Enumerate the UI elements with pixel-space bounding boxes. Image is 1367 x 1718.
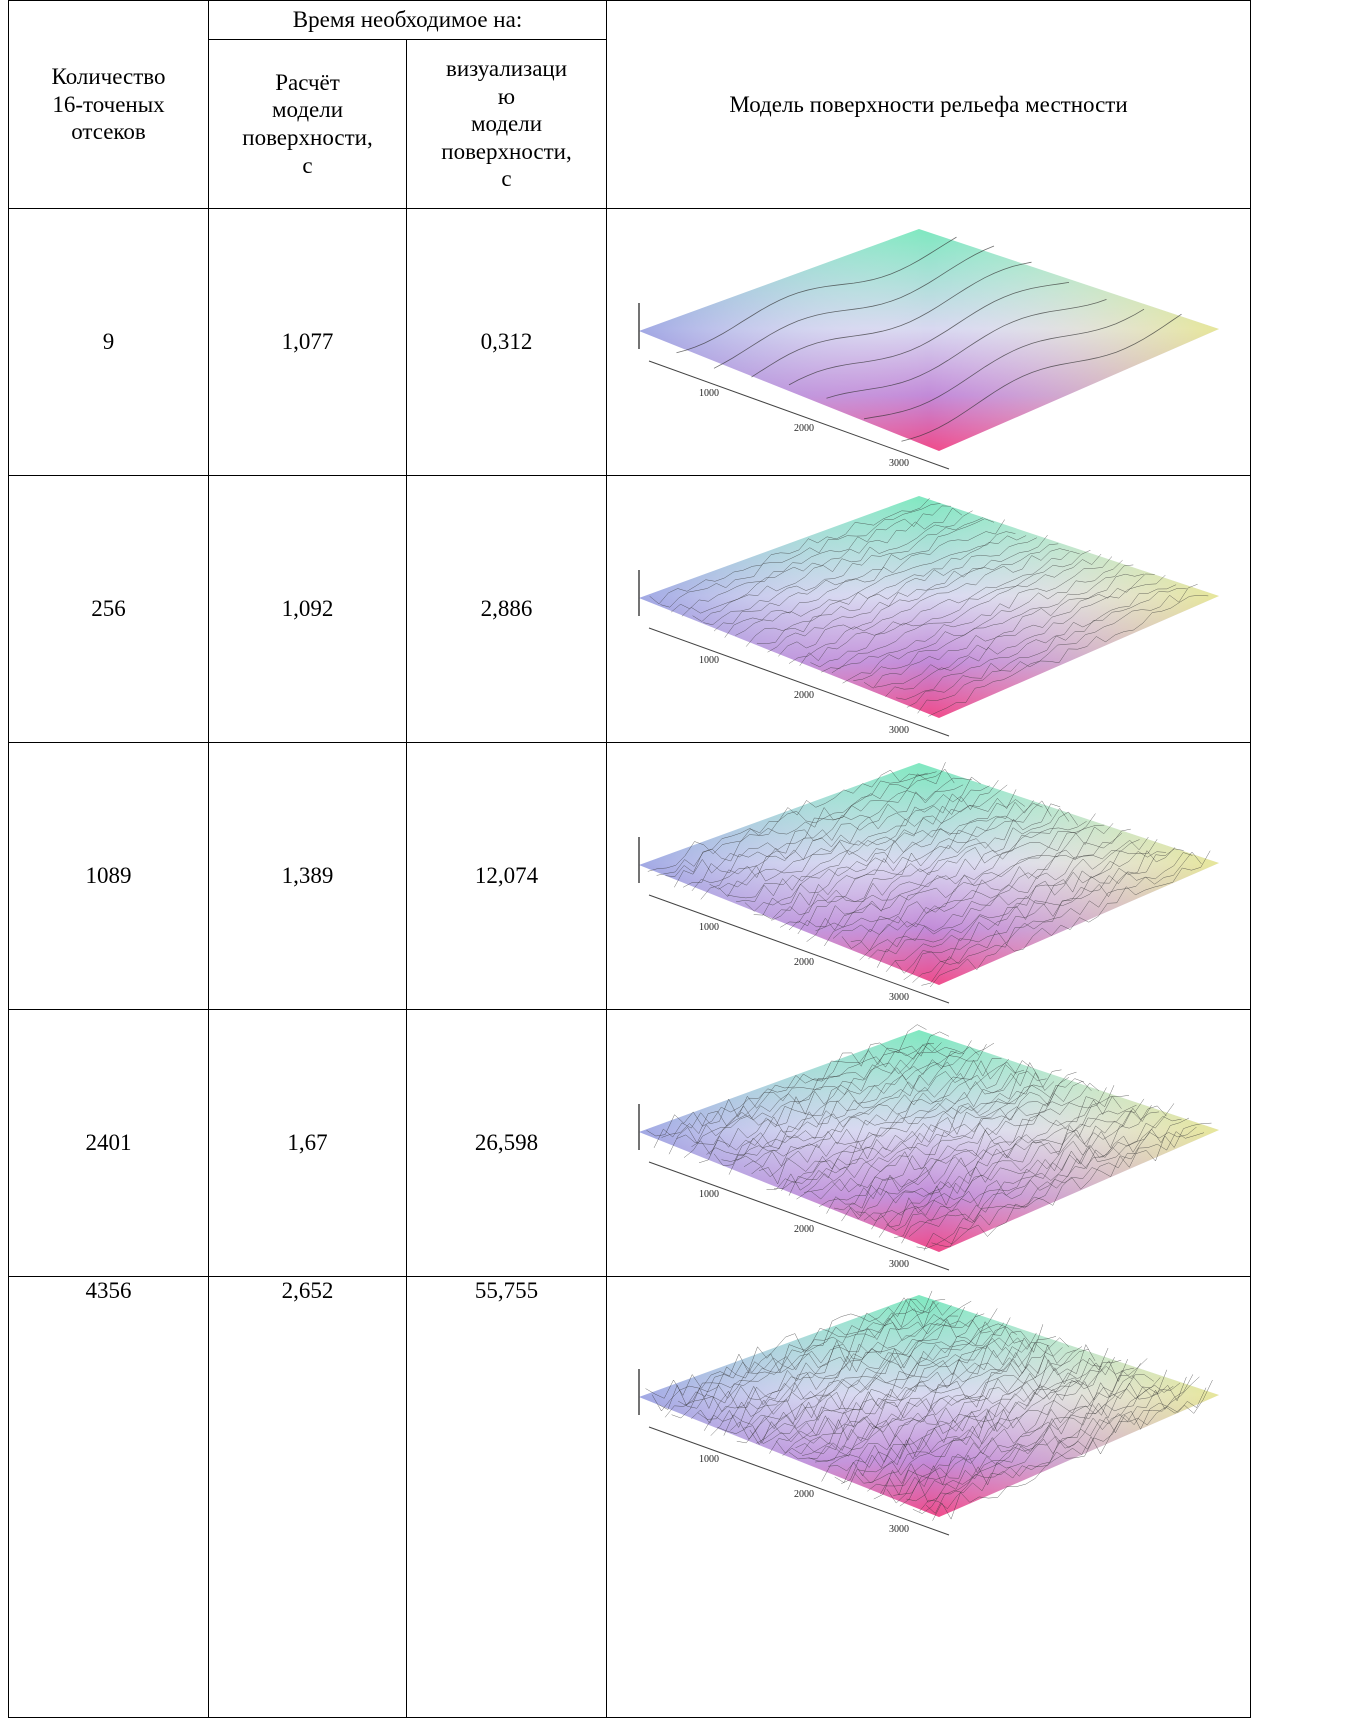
- terrain-plot: 1000 2000 3000: [619, 478, 1239, 740]
- axis-label: 2000: [794, 1224, 814, 1235]
- axis-label: 3000: [889, 1524, 909, 1535]
- axis-label: 1000: [699, 922, 719, 933]
- terrain-plot: 1000 2000 3000: [619, 745, 1239, 1007]
- axis-label: 1000: [699, 1189, 719, 1200]
- table-cell: 2401: [9, 1010, 209, 1277]
- header-cell: Расчёт модели поверхности, с: [209, 40, 407, 209]
- image-cell: 1000 2000 3000: [607, 1277, 1251, 1718]
- table-cell: 2,652: [209, 1277, 407, 1718]
- data-table: Количество 16-точеных отсеков Время необ…: [8, 0, 1251, 1718]
- table-cell: 1,077: [209, 209, 407, 476]
- image-cell: 1000 2000 3000: [607, 476, 1251, 743]
- page: Количество 16-точеных отсеков Время необ…: [0, 0, 1367, 1711]
- terrain-plot: 1000 2000 3000: [619, 1277, 1239, 1539]
- header-row: Количество 16-точеных отсеков Время необ…: [9, 1, 1251, 40]
- table-cell: 2,886: [407, 476, 607, 743]
- axis-label: 2000: [794, 690, 814, 701]
- header-cell: Время необходимое на:: [209, 1, 607, 40]
- axis-label: 1000: [699, 1454, 719, 1465]
- image-cell: 1000 2000 3000: [607, 743, 1251, 1010]
- table-cell: 12,074: [407, 743, 607, 1010]
- table-cell: 256: [9, 476, 209, 743]
- axis-label: 2000: [794, 423, 814, 434]
- table-body: Количество 16-точеных отсеков Время необ…: [9, 1, 1251, 1718]
- axis-label: 1000: [699, 655, 719, 666]
- table-cell: 1,092: [209, 476, 407, 743]
- axis-label: 1000: [699, 388, 719, 399]
- axis-label: 3000: [889, 1259, 909, 1270]
- image-cell: 1000 2000 3000: [607, 209, 1251, 476]
- axis-label: 3000: [889, 458, 909, 469]
- image-cell: 1000 2000 3000: [607, 1010, 1251, 1277]
- table-cell: 55,755: [407, 1277, 607, 1718]
- terrain-plot: 1000 2000 3000: [619, 211, 1239, 473]
- terrain-tint: [639, 229, 1219, 451]
- table-cell: 0,312: [407, 209, 607, 476]
- terrain-tint: [639, 1030, 1219, 1252]
- table-row: 43562,65255,755 1000 2000 3000: [9, 1277, 1251, 1718]
- header-cell: Количество 16-точеных отсеков: [9, 1, 209, 209]
- table-cell: 1,67: [209, 1010, 407, 1277]
- table-cell: 4356: [9, 1277, 209, 1718]
- table-cell: 9: [9, 209, 209, 476]
- axis-label: 2000: [794, 1489, 814, 1500]
- terrain-plot: 1000 2000 3000: [619, 1012, 1239, 1274]
- axis-label: 2000: [794, 957, 814, 968]
- table-cell: 1,389: [209, 743, 407, 1010]
- table-cell: 1089: [9, 743, 209, 1010]
- table-cell: 26,598: [407, 1010, 607, 1277]
- axis-label: 3000: [889, 992, 909, 1003]
- header-cell: визуализаци ю модели поверхности, с: [407, 40, 607, 209]
- header-cell: Модель поверхности рельефа местности: [607, 1, 1251, 209]
- axis-label: 3000: [889, 725, 909, 736]
